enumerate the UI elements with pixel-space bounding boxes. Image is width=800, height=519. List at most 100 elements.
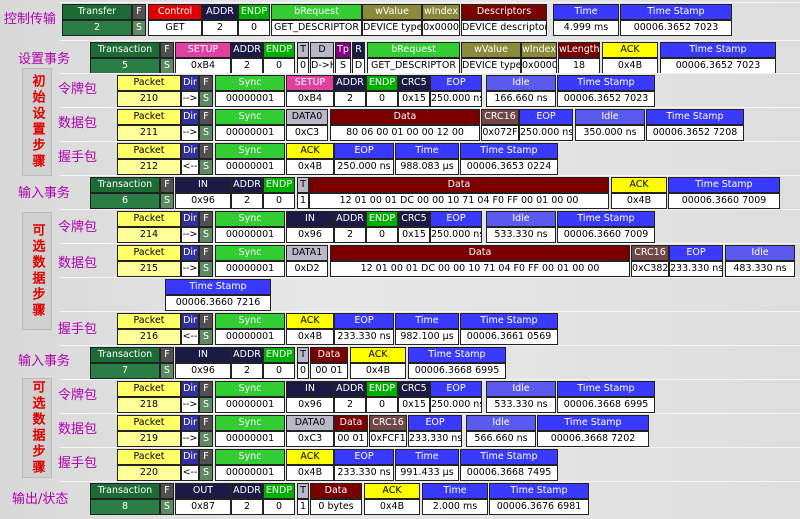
- cell-header: ENDP: [263, 483, 295, 499]
- cell-header: Transaction: [90, 483, 160, 499]
- cell-header: Transaction: [90, 347, 160, 363]
- cell-header: EOP: [519, 109, 573, 125]
- cell-value: 0x87: [175, 499, 231, 515]
- cell-header: Time: [553, 4, 619, 20]
- cell-header: F: [160, 483, 174, 499]
- cell-value: 00006.3652 7023: [557, 91, 655, 107]
- cell-value: 566.660 ns: [466, 431, 536, 447]
- cell-header: ENDP: [238, 4, 270, 20]
- cell-header: ADDR: [334, 75, 366, 91]
- section-label: 数据包: [58, 116, 98, 131]
- cell-header: ENDP: [366, 211, 398, 227]
- cell-header: EOP: [408, 415, 462, 431]
- cell-header: ADDR: [334, 211, 366, 227]
- cell-value: 166.660 ns: [486, 91, 556, 107]
- stage-note: 初始设置步骤: [22, 68, 52, 176]
- section-label: 数据包: [58, 422, 98, 437]
- cell-header: F: [199, 143, 213, 159]
- cell-value: 12 01 00 01 DC 00 00 10 71 04 F0 FF 00 0…: [309, 193, 609, 209]
- cell-header: EOP: [334, 143, 394, 159]
- cell-header: CRC5: [398, 381, 430, 397]
- cell-header: Time Stamp: [557, 75, 655, 91]
- cell-value: S: [199, 227, 213, 243]
- cell-header: F: [160, 347, 174, 363]
- cell-value: 00006.3668 6995: [557, 397, 655, 413]
- cell-value: -->: [181, 261, 199, 277]
- cell-value: 250.000 ns: [334, 159, 394, 175]
- cell-header: EOP: [430, 381, 482, 397]
- cell-value: 211: [117, 125, 181, 141]
- cell-header: Dir: [181, 109, 199, 125]
- cell-header: ENDP: [366, 75, 398, 91]
- cell-value: 80 06 00 01 00 00 12 00: [330, 125, 480, 141]
- cell-value: 991.433 µs: [395, 465, 459, 481]
- cell-header: ADDR: [231, 347, 263, 363]
- cell-value: 0x4B: [350, 363, 406, 379]
- cell-header: Sync: [215, 313, 285, 329]
- cell-value: 2: [202, 20, 238, 36]
- cell-value: 4.999 ms: [553, 20, 619, 36]
- cell-value: S: [335, 58, 351, 74]
- cell-value: 0: [263, 193, 295, 209]
- cell-value: 00000001: [215, 261, 285, 277]
- cell-header: F: [199, 415, 213, 431]
- cell-value: 00006.3660 7009: [668, 193, 780, 209]
- cell-value: 2.000 ms: [422, 499, 488, 515]
- cell-value: 250.000 ns: [430, 91, 482, 107]
- row-background: [60, 379, 800, 414]
- cell-header: Dir: [181, 211, 199, 227]
- cell-header: DATA1: [286, 245, 328, 261]
- cell-value: 0xC382: [631, 261, 669, 277]
- cell-value: DEVICE type: [461, 58, 521, 74]
- cell-value: 0: [238, 20, 270, 36]
- cell-header: Sync: [215, 449, 285, 465]
- section-label: 输出/状态: [12, 492, 69, 507]
- cell-value: 00006.3653 0224: [460, 159, 558, 175]
- cell-header: Time Stamp: [460, 449, 558, 465]
- cell-value: S: [199, 431, 213, 447]
- cell-value: 233.330 ns: [334, 465, 394, 481]
- cell-value: 0: [366, 91, 398, 107]
- cell-value: 1: [297, 193, 309, 209]
- section-label: 令牌包: [58, 388, 98, 403]
- cell-value: 0: [366, 397, 398, 413]
- cell-value: 0x4B: [364, 499, 420, 515]
- cell-value: -->: [181, 125, 199, 141]
- cell-header: wValue: [362, 4, 422, 20]
- cell-header: Sync: [215, 75, 285, 91]
- cell-value: 0x15: [398, 91, 430, 107]
- cell-header: Packet: [117, 109, 181, 125]
- cell-value: 250.000 ns: [430, 227, 482, 243]
- row-background: [60, 345, 800, 380]
- cell-header: Packet: [117, 415, 181, 431]
- cell-value: 2: [231, 499, 263, 515]
- cell-header: DATA0: [286, 415, 334, 431]
- cell-value: S: [199, 261, 213, 277]
- cell-header: Time Stamp: [557, 211, 655, 227]
- cell-value: 0x15: [398, 227, 430, 243]
- cell-header: Time: [422, 483, 488, 499]
- cell-value: 18: [558, 58, 600, 74]
- cell-header: T: [297, 177, 309, 193]
- cell-value: 00 01: [310, 363, 348, 379]
- cell-value: 0x96: [286, 397, 334, 413]
- cell-header: ACK: [286, 313, 334, 329]
- cell-header: Sync: [215, 415, 285, 431]
- row-background: [60, 73, 800, 108]
- cell-header: bRequest: [367, 42, 460, 58]
- cell-header: Packet: [117, 211, 181, 227]
- cell-header: Idle: [466, 415, 536, 431]
- cell-value: 00000001: [215, 465, 285, 481]
- row-background: [60, 107, 800, 142]
- cell-value: GET: [148, 20, 202, 36]
- cell-value: 00000001: [215, 329, 285, 345]
- cell-value: 0xC3: [286, 431, 334, 447]
- row-background: [60, 243, 800, 278]
- cell-value: 0x96: [286, 227, 334, 243]
- cell-header: F: [199, 109, 213, 125]
- cell-header: Tp: [335, 42, 351, 58]
- cell-value: 0x4B: [286, 465, 334, 481]
- cell-value: 0: [366, 227, 398, 243]
- cell-header: Transaction: [90, 177, 160, 193]
- cell-value: 00006.3660 7216: [165, 295, 271, 311]
